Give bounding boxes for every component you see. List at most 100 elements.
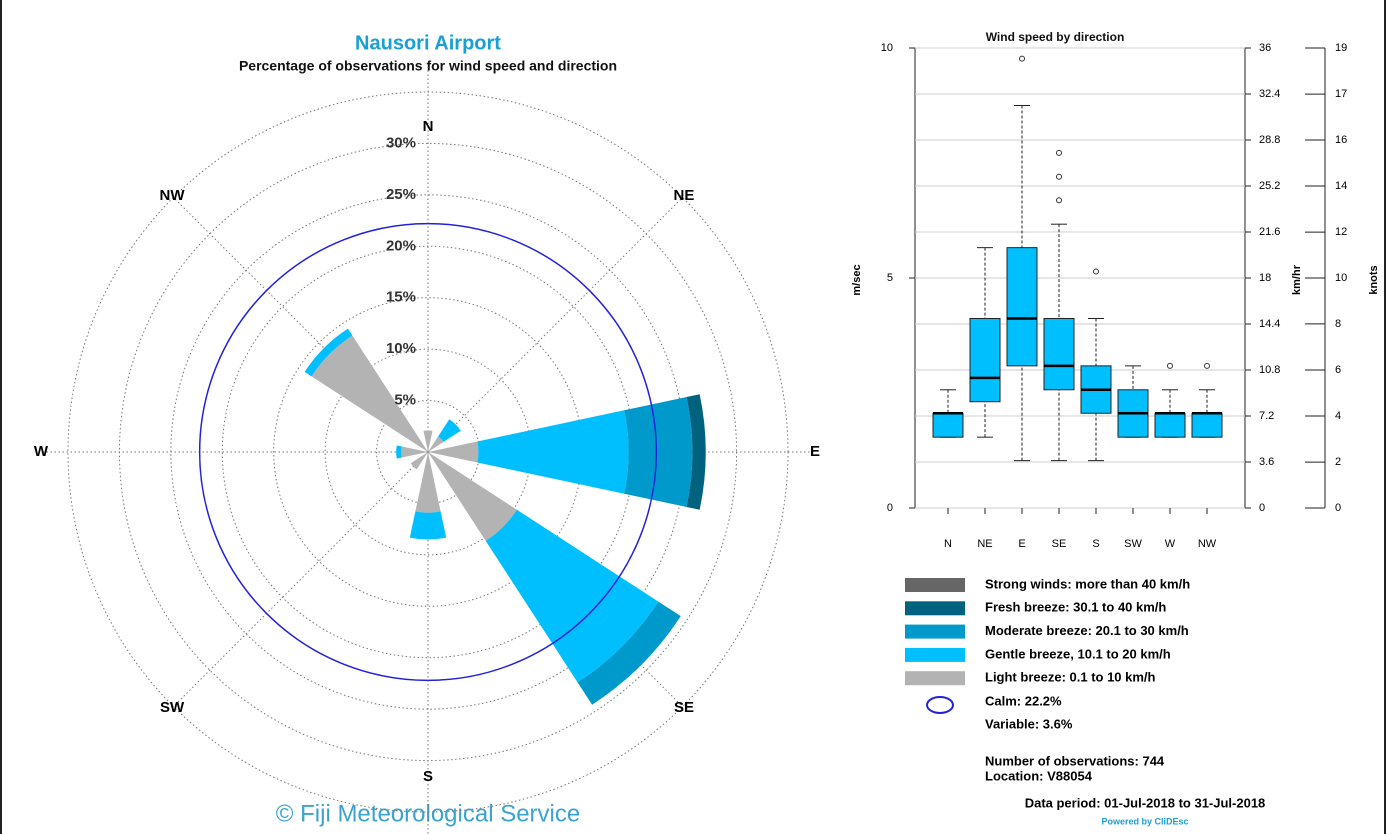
rose-sector xyxy=(415,452,441,513)
direction-label: W xyxy=(34,443,49,460)
y3-tick-label: 14 xyxy=(1335,180,1347,192)
r-tick-label: 25% xyxy=(386,186,416,203)
x-tick-label: NE xyxy=(977,538,992,550)
calm-legend-symbol xyxy=(926,696,954,714)
y3-tick-label: 8 xyxy=(1335,318,1341,330)
legend-swatch xyxy=(905,671,965,686)
outlier xyxy=(1056,197,1062,204)
x-tick-label: NW xyxy=(1198,538,1217,550)
outlier xyxy=(1167,362,1173,369)
legend-label: Light breeze: 0.1 to 10 km/h xyxy=(985,670,1156,685)
direction-label: S xyxy=(423,768,433,785)
box xyxy=(932,412,964,438)
y2-tick-label: 25.2 xyxy=(1259,180,1280,192)
outlier xyxy=(1019,55,1025,62)
y2-tick-label: 14.4 xyxy=(1259,318,1280,330)
y2-axis-title: km/hr xyxy=(1291,264,1303,295)
legend-label: Fresh breeze: 30.1 to 40 km/h xyxy=(985,600,1166,615)
calm-circle xyxy=(198,222,658,682)
rose-sector xyxy=(477,410,629,494)
data-period: Data period: 01-Jul-2018 to 31-Jul-2018 xyxy=(1025,795,1266,810)
r-tick-label: 5% xyxy=(394,392,416,409)
legend-swatch xyxy=(905,647,965,662)
outlier xyxy=(1056,149,1062,156)
y3-tick-label: 16 xyxy=(1335,134,1347,146)
y3-axis-title: knots xyxy=(1368,265,1380,294)
box xyxy=(969,317,1001,403)
variable-label: Variable: 3.6% xyxy=(985,716,1073,731)
legend-swatch xyxy=(905,624,965,639)
rose-sector xyxy=(577,601,681,705)
rose-sector xyxy=(410,452,428,470)
rose-sector xyxy=(401,446,428,458)
y3-tick-label: 2 xyxy=(1335,456,1341,468)
rose-sector xyxy=(311,335,428,452)
direction-label: NW xyxy=(160,187,186,204)
chart-title: Nausori Airport xyxy=(355,32,501,54)
box xyxy=(1191,412,1223,438)
rose-sector xyxy=(396,445,402,459)
box xyxy=(1043,317,1075,391)
y2-tick-label: 18 xyxy=(1259,272,1271,284)
rose-sector xyxy=(624,397,693,507)
outlier xyxy=(1093,268,1099,275)
y-axis-title: m/sec xyxy=(851,264,863,295)
rose-sector xyxy=(428,452,517,541)
rose-sector xyxy=(409,511,447,540)
calm-label: Calm: 22.2% xyxy=(985,693,1062,708)
observations: Number of observations: 744 xyxy=(985,753,1165,768)
y3-tick-label: 0 xyxy=(1335,502,1341,514)
direction-label: E xyxy=(810,443,820,460)
rose-sector xyxy=(428,436,444,452)
direction-label: N xyxy=(423,118,434,135)
box xyxy=(1154,412,1186,438)
rose-sector xyxy=(428,441,479,463)
r-tick-label: 30% xyxy=(386,134,416,151)
y2-tick-label: 21.6 xyxy=(1259,226,1280,238)
x-tick-label: SW xyxy=(1124,538,1142,550)
x-tick-label: SE xyxy=(1052,538,1067,550)
box xyxy=(1006,247,1038,367)
box-title: Wind speed by direction xyxy=(986,30,1125,44)
y2-tick-label: 10.8 xyxy=(1259,364,1280,376)
powered-by: Powered by CliDEsc xyxy=(1101,816,1188,826)
y3-tick-label: 4 xyxy=(1335,410,1341,422)
rose-sector xyxy=(304,328,353,377)
y-tick-label: 10 xyxy=(881,42,893,54)
y3-tick-label: 17 xyxy=(1335,88,1347,100)
rose-sector xyxy=(485,509,659,683)
outlier xyxy=(1204,362,1210,369)
direction-label: NE xyxy=(674,187,695,204)
x-tick-label: E xyxy=(1018,538,1025,550)
y2-tick-label: 3.6 xyxy=(1259,456,1274,468)
rose-sector xyxy=(438,419,461,442)
legend-swatch xyxy=(905,578,965,592)
y3-tick-label: 10 xyxy=(1335,272,1347,284)
rose-sector xyxy=(686,394,706,510)
outlier xyxy=(1056,173,1062,180)
y3-tick-label: 19 xyxy=(1335,42,1347,54)
rose-spoke xyxy=(173,451,429,707)
y3-tick-label: 6 xyxy=(1335,364,1341,376)
y3-tick-label: 12 xyxy=(1335,226,1347,238)
legend-label: Moderate breeze: 20.1 to 30 km/h xyxy=(985,623,1189,638)
x-tick-label: N xyxy=(944,538,952,550)
r-tick-label: 10% xyxy=(386,340,416,357)
y2-tick-label: 32.4 xyxy=(1259,88,1280,100)
direction-label: SE xyxy=(674,699,694,716)
y2-tick-label: 0 xyxy=(1259,502,1265,514)
r-tick-label: 20% xyxy=(386,237,416,254)
y2-tick-label: 7.2 xyxy=(1259,410,1274,422)
y-tick-label: 0 xyxy=(887,502,893,514)
y-tick-label: 5 xyxy=(887,272,893,284)
legend-label: Gentle breeze, 10.1 to 20 km/h xyxy=(985,646,1171,661)
legend-label: Strong winds: more than 40 km/h xyxy=(985,576,1190,591)
r-tick-label: 15% xyxy=(386,289,416,306)
y2-tick-label: 28.8 xyxy=(1259,134,1280,146)
rose-spoke xyxy=(427,197,683,453)
direction-label: SW xyxy=(160,699,185,716)
rose-ring xyxy=(118,142,738,762)
location: Location: V88054 xyxy=(985,768,1093,783)
y2-tick-label: 36 xyxy=(1259,42,1271,54)
